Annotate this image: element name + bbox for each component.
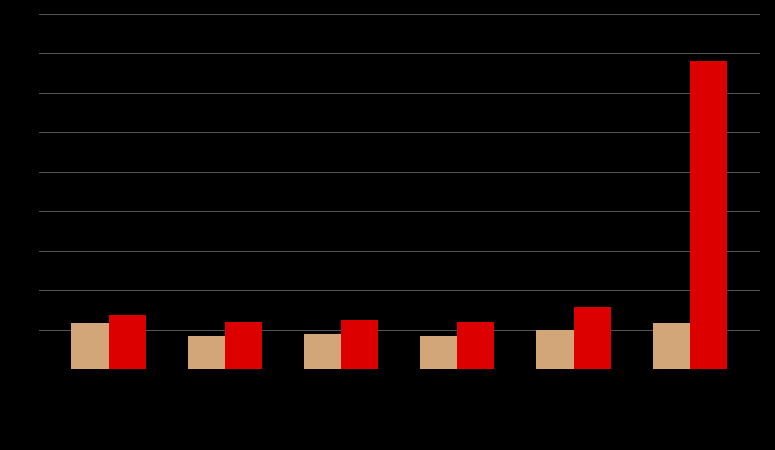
Bar bbox=[188, 336, 225, 369]
Bar bbox=[653, 323, 690, 369]
Bar bbox=[536, 329, 574, 369]
Bar bbox=[109, 315, 146, 369]
Bar bbox=[420, 336, 457, 369]
Bar bbox=[341, 320, 378, 369]
Bar bbox=[304, 334, 341, 369]
Bar bbox=[574, 307, 611, 369]
Bar bbox=[225, 322, 262, 369]
Bar bbox=[690, 61, 727, 369]
Bar bbox=[71, 323, 108, 369]
Bar bbox=[457, 322, 494, 369]
